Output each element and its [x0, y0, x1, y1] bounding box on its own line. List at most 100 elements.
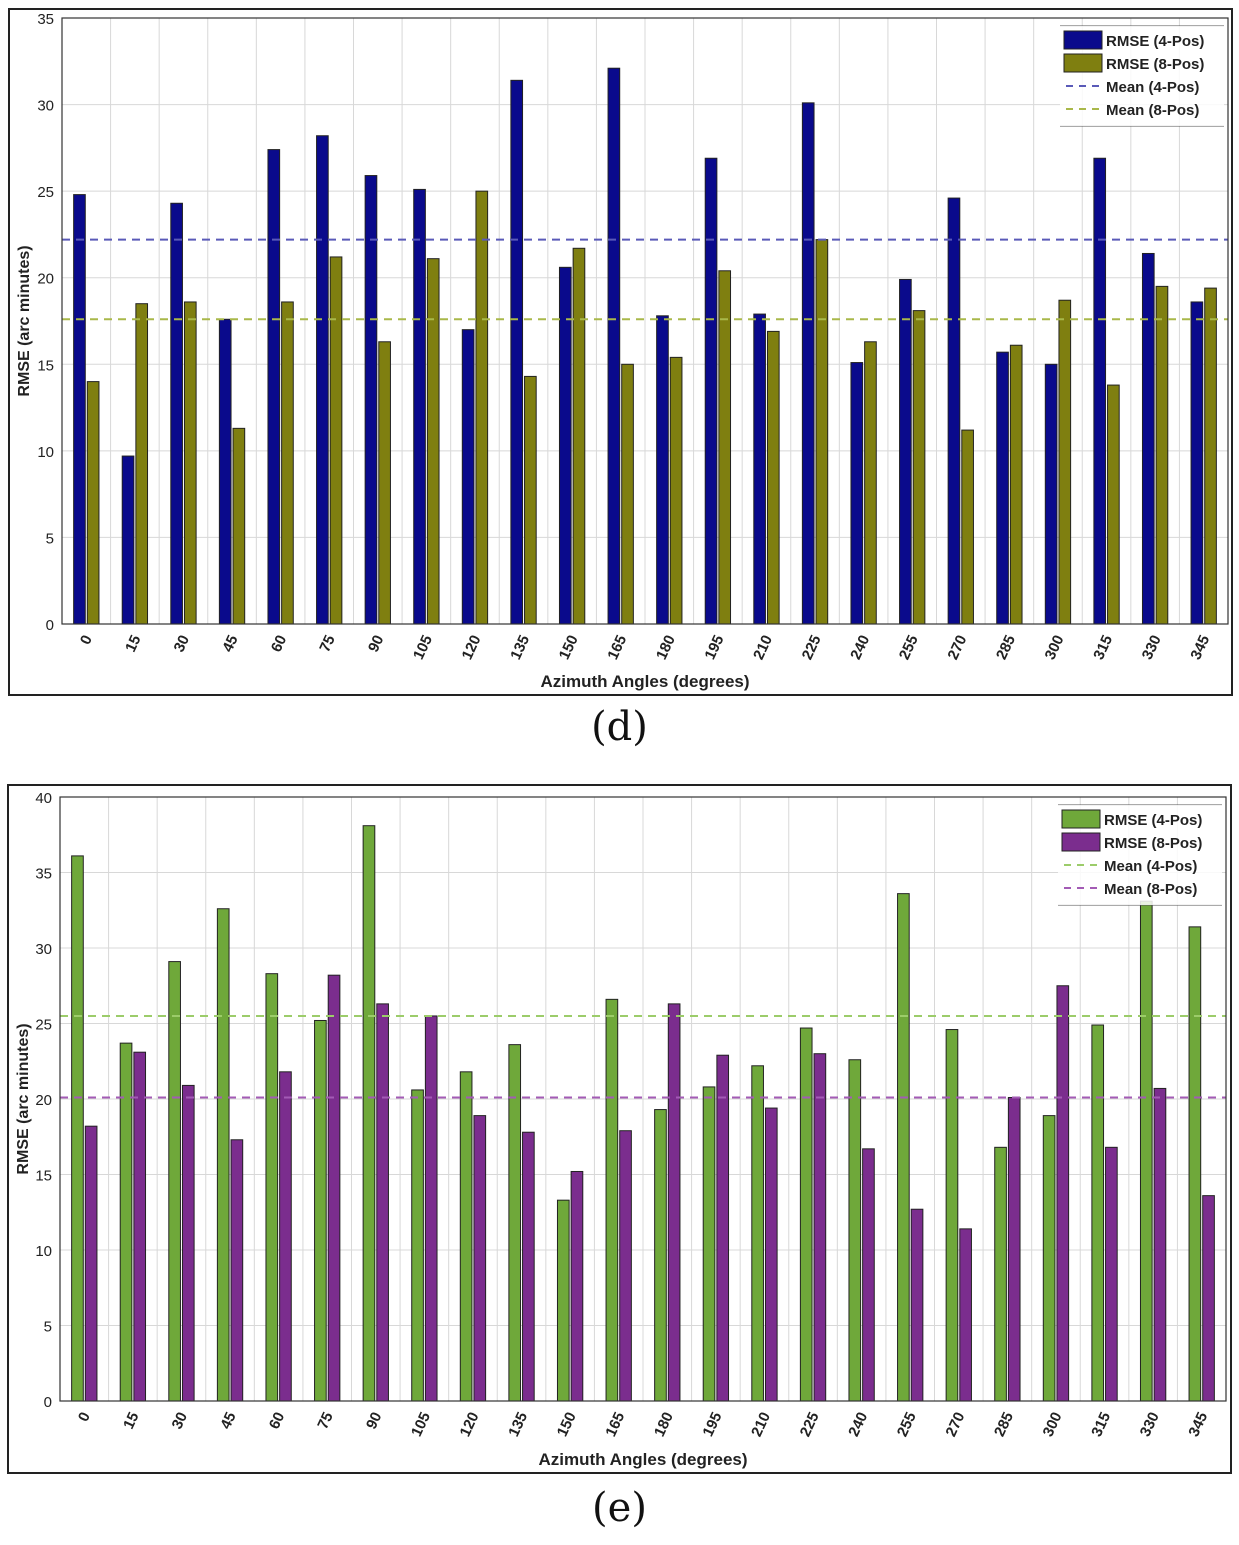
- bar-4pos: [267, 149, 281, 625]
- chart-panel-d: 0 5 10 15 20 25 30 35 0 15 30 45 60 75 90 105 120 135 150 1…: [0, 0, 1239, 760]
- bar-4pos: [945, 1029, 959, 1402]
- bar-8pos: [522, 1131, 535, 1402]
- bar-8pos: [1204, 287, 1217, 625]
- x-tick-label: 90: [363, 1410, 385, 1432]
- bar-4pos: [170, 202, 183, 625]
- bar-4pos: [607, 67, 621, 625]
- bar-8pos: [475, 190, 489, 625]
- bar-8pos: [232, 427, 246, 625]
- legend-label-mean-8pos: Mean (8-Pos): [1104, 881, 1197, 898]
- y-tick-label: 35: [35, 866, 52, 883]
- bar-4pos: [265, 973, 279, 1402]
- bar-8pos: [281, 301, 294, 625]
- y-tick-label: 10: [35, 1243, 52, 1260]
- bar-4pos: [850, 362, 864, 625]
- bar-8pos: [910, 1208, 924, 1402]
- bar-4pos: [364, 175, 378, 625]
- bar-8pos: [183, 301, 197, 625]
- bar-8pos: [86, 381, 100, 625]
- x-tick-label: 15: [122, 633, 144, 655]
- bar-4pos: [168, 961, 181, 1402]
- y-tick-label: 30: [35, 941, 52, 958]
- x-tick-label: 90: [365, 633, 387, 655]
- y-tick-label: 0: [46, 617, 54, 634]
- chart-panel-e: 0 5 10 15 20 25 30 35 40 0 15 30 45 60 75 90 105 120 135 15…: [0, 775, 1239, 1545]
- x-tick-label: 60: [266, 1410, 288, 1432]
- y-tick-label: 5: [46, 530, 54, 547]
- bar-8pos: [378, 341, 391, 625]
- y-tick-label: 35: [37, 11, 54, 28]
- bar-4pos: [459, 1071, 473, 1402]
- bar-8pos: [181, 1084, 195, 1402]
- bar-4pos: [71, 855, 84, 1402]
- bar-4pos: [996, 351, 1009, 625]
- bar-8pos: [327, 974, 341, 1402]
- y-tick-label: 20: [35, 1092, 52, 1109]
- x-tick-label: 45: [219, 633, 241, 655]
- y-tick-label: 10: [37, 444, 54, 461]
- legend: RMSE (4-Pos) RMSE (8-Pos) Mean (4-Pos) Mean…: [1060, 25, 1224, 127]
- bar-4pos: [1044, 363, 1058, 625]
- bar-4pos: [314, 1019, 327, 1402]
- x-tick-label: 60: [268, 633, 290, 655]
- bar-8pos: [279, 1071, 292, 1402]
- bar-4pos: [605, 998, 619, 1402]
- bar-4pos: [121, 455, 135, 625]
- bar-8pos: [716, 1054, 730, 1402]
- bar-4pos: [899, 278, 912, 625]
- y-axis-label: RMSE (arc minutes): [15, 1023, 32, 1174]
- bar-8pos: [667, 1003, 681, 1402]
- bar-4pos: [1091, 1024, 1105, 1402]
- bar-8pos: [1105, 1146, 1118, 1402]
- bar-8pos: [621, 363, 634, 625]
- bar-8pos: [1155, 285, 1169, 625]
- bar-4pos: [556, 1199, 570, 1402]
- bar-4pos: [1141, 252, 1155, 625]
- legend-label-mean-4pos: Mean (4-Pos): [1106, 79, 1199, 96]
- bar-4pos: [411, 1089, 424, 1402]
- bar-4pos: [1093, 157, 1107, 625]
- y-tick-label: 0: [44, 1394, 52, 1411]
- bar-4pos: [362, 825, 376, 1402]
- y-tick-label: 30: [37, 98, 54, 115]
- bar-8pos: [329, 256, 343, 625]
- bar-8pos: [1202, 1195, 1215, 1402]
- bar-8pos: [424, 1015, 438, 1402]
- bar-8pos: [426, 258, 440, 625]
- bar-8pos: [84, 1125, 98, 1402]
- legend-label-mean-4pos: Mean (4-Pos): [1104, 858, 1197, 875]
- bar-8pos: [813, 1053, 827, 1402]
- legend-swatch-8pos: [1063, 53, 1103, 73]
- bar-8pos: [1009, 344, 1023, 625]
- bar-8pos: [1107, 384, 1120, 625]
- legend-swatch-4pos: [1063, 30, 1103, 50]
- x-tick-label: 15: [120, 1410, 142, 1432]
- bar-8pos: [1058, 299, 1072, 625]
- bar-8pos: [376, 1003, 389, 1402]
- bar-8pos: [766, 330, 780, 625]
- bar-8pos: [1153, 1087, 1167, 1402]
- bar-4pos: [510, 79, 524, 625]
- bar-8pos: [572, 247, 586, 625]
- bar-8pos: [912, 310, 926, 625]
- bar-8pos: [669, 356, 683, 625]
- bar-4pos: [897, 893, 910, 1402]
- y-tick-label: 5: [44, 1319, 52, 1336]
- bar-4pos: [654, 1109, 667, 1402]
- legend: RMSE (4-Pos) RMSE (8-Pos) Mean (4-Pos) Mean…: [1058, 804, 1222, 906]
- bar-4pos: [704, 157, 718, 625]
- bar-8pos: [764, 1107, 778, 1402]
- y-tick-label: 15: [35, 1168, 52, 1185]
- x-tick-label: 30: [171, 633, 193, 655]
- bar-8pos: [230, 1139, 244, 1402]
- bar-4pos: [1190, 301, 1204, 625]
- legend-label-8pos: RMSE (8-Pos): [1104, 835, 1202, 852]
- bar-8pos: [864, 341, 877, 625]
- bar-4pos: [751, 1065, 764, 1402]
- bar-4pos: [218, 318, 232, 625]
- bar-4pos: [461, 329, 475, 625]
- bar-8pos: [959, 1228, 972, 1402]
- bar-4pos: [848, 1059, 862, 1402]
- bar-4pos: [1042, 1115, 1056, 1402]
